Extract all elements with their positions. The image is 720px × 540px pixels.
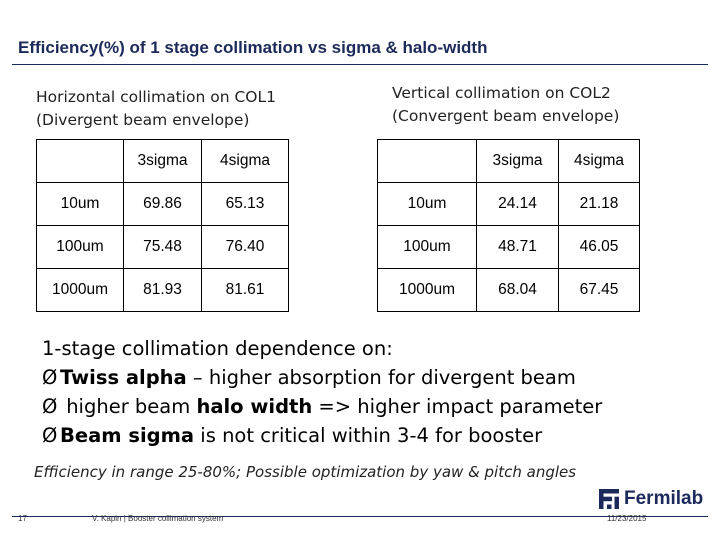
header-cell: 4sigma (201, 139, 289, 183)
header-cell: 3sigma (476, 139, 559, 183)
caption-line: (Divergent beam envelope) (36, 111, 250, 129)
table-cell: 48.71 (476, 225, 559, 269)
table-cell: 81.61 (201, 268, 289, 312)
table-row: 10um 24.14 21.18 (377, 182, 640, 226)
arrow-bullet-icon: Ø (42, 424, 58, 447)
bullet-bold: halo width (196, 395, 313, 418)
table-header-row: 3sigma 4sigma (36, 139, 289, 183)
body-intro: 1-stage collimation dependence on: (42, 337, 393, 360)
presenter-credit: V. Kapin | Booster collimation system (92, 514, 224, 523)
table-cell: 68.04 (476, 268, 559, 312)
header-cell (36, 139, 124, 183)
efficiency-table-vertical: 3sigma 4sigma 10um 24.14 21.18 100um 48.… (377, 139, 640, 312)
efficiency-table-horizontal: 3sigma 4sigma 10um 69.86 65.13 100um 75.… (36, 139, 289, 312)
row-label: 100um (36, 225, 124, 269)
bullet-text: – higher absorption for divergent beam (186, 366, 576, 389)
logo-wordmark: Fermilab (624, 488, 704, 509)
caption-line: (Convergent beam envelope) (392, 107, 620, 125)
bullet-bold: Beam sigma (60, 424, 195, 447)
row-label: 1000um (36, 268, 124, 312)
bullet-item: Ø Beam sigma is not critical within 3-4 f… (42, 421, 602, 450)
table-row: 1000um 81.93 81.61 (36, 268, 289, 312)
bullet-item: Ø higher beam halo width => higher impac… (42, 392, 602, 421)
title-divider (12, 64, 708, 65)
dependence-notes: 1-stage collimation dependence on: Ø Twis… (42, 334, 602, 450)
table-row: 1000um 68.04 67.45 (377, 268, 640, 312)
table-cell: 69.86 (123, 182, 202, 226)
header-cell (377, 139, 477, 183)
table-caption-vertical: Vertical collimation on COL2 (Convergent… (392, 82, 619, 128)
slide-number: 17 (18, 514, 27, 523)
table-row: 10um 69.86 65.13 (36, 182, 289, 226)
table-cell: 75.48 (123, 225, 202, 269)
table-header-row: 3sigma 4sigma (377, 139, 640, 183)
table-cell: 81.93 (123, 268, 202, 312)
table-cell: 24.14 (476, 182, 559, 226)
row-label: 100um (377, 225, 477, 269)
table-cell: 46.05 (558, 225, 640, 269)
footer-divider (12, 516, 708, 517)
arrow-bullet-icon: Ø (42, 366, 58, 389)
row-label: 1000um (377, 268, 477, 312)
slide-date: 11/23/2015 (607, 514, 647, 523)
header-cell: 4sigma (558, 139, 640, 183)
bullet-text: is not critical within 3-4 for booster (194, 424, 543, 447)
row-label: 10um (377, 182, 477, 226)
caption-line: Horizontal collimation on COL1 (36, 88, 276, 106)
table-cell: 76.40 (201, 225, 289, 269)
arrow-bullet-icon: Ø (42, 395, 58, 418)
bullet-bold: Twiss alpha (60, 366, 187, 389)
slide-title: Efficiency(%) of 1 stage collimation vs … (18, 38, 488, 57)
efficiency-note: Efficiency in range 25-80%; Possible opt… (34, 463, 577, 481)
table-caption-horizontal: Horizontal collimation on COL1 (Divergen… (36, 86, 276, 132)
table-cell: 21.18 (558, 182, 640, 226)
row-label: 10um (36, 182, 124, 226)
table-row: 100um 75.48 76.40 (36, 225, 289, 269)
table-cell: 67.45 (558, 268, 640, 312)
bullet-item: Ø Twiss alpha – higher absorption for div… (42, 363, 602, 392)
fermilab-logo: Fermilab (598, 488, 703, 510)
caption-line: Vertical collimation on COL2 (392, 84, 611, 102)
fermilab-logo-icon (599, 489, 619, 509)
bullet-text: => higher impact parameter (312, 395, 603, 418)
header-cell: 3sigma (123, 139, 202, 183)
bullet-text: higher beam (60, 395, 197, 418)
table-cell: 65.13 (201, 182, 289, 226)
table-row: 100um 48.71 46.05 (377, 225, 640, 269)
